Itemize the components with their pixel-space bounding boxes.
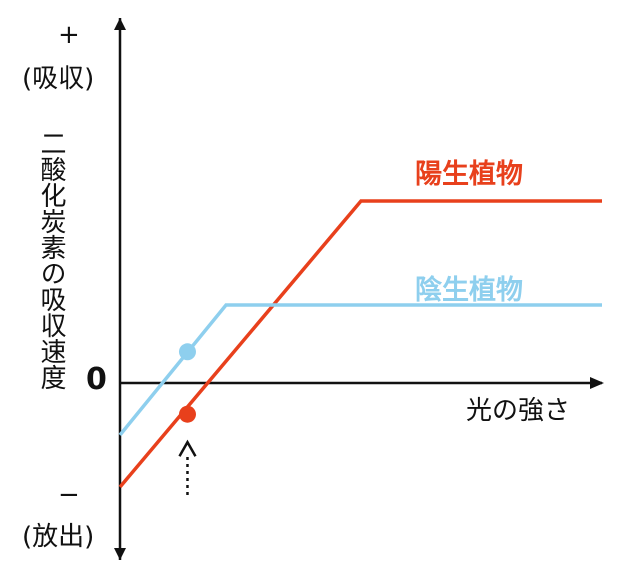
y-axis-plus-sign: +	[58, 20, 80, 50]
series-label-shade-plant: 陰生植物	[415, 275, 523, 306]
x-axis-arrow	[590, 377, 604, 389]
data-point-shade-plant	[178, 343, 196, 361]
data-point-sun-plant	[178, 405, 196, 423]
x-axis-label: 光の強さ	[466, 396, 571, 426]
zero-tick-label: 0	[86, 362, 107, 397]
series-label-sun-plant: 陽生植物	[415, 159, 523, 190]
annotation-layer	[178, 439, 197, 495]
y-axis-absorb-note: (吸収)	[22, 64, 95, 94]
axes	[114, 18, 604, 560]
series-line-shade-plant	[118, 303, 602, 437]
y-axis-minus-sign: −	[58, 480, 80, 510]
series-layer	[118, 199, 602, 489]
y-axis-release-note: (放出)	[22, 522, 95, 552]
y-axis-arrow-up	[114, 18, 126, 30]
marker-layer	[178, 343, 196, 423]
y-axis-arrow-down	[114, 548, 126, 560]
annotation-arrow-head	[178, 439, 197, 457]
series-line-sun-plant	[118, 199, 602, 489]
y-axis-label: 二酸化炭素の吸収速度	[36, 130, 66, 390]
